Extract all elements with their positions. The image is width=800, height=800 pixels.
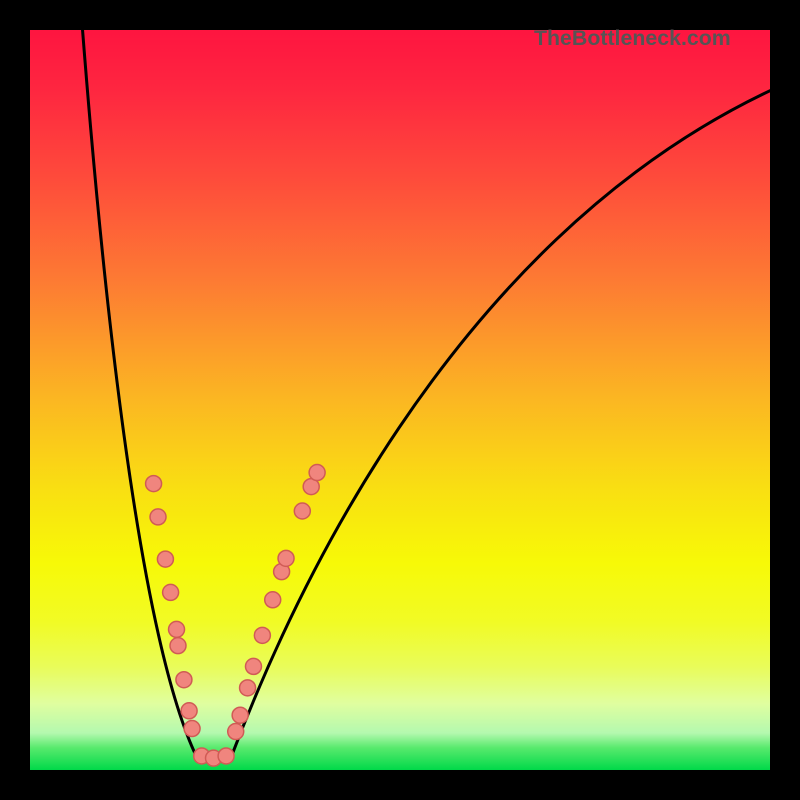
curve-marker: [163, 584, 179, 600]
curve-marker: [181, 703, 197, 719]
chart-plot: [30, 30, 770, 770]
curve-marker: [240, 680, 256, 696]
curve-marker: [157, 551, 173, 567]
curve-marker: [150, 509, 166, 525]
curve-marker: [170, 638, 186, 654]
watermark-text: TheBottleneck.com: [534, 26, 731, 51]
curve-marker: [309, 465, 325, 481]
curve-marker: [254, 627, 270, 643]
curve-marker: [176, 672, 192, 688]
curve-marker: [265, 592, 281, 608]
curve-marker: [218, 748, 234, 764]
curve-marker: [146, 476, 162, 492]
curve-marker: [245, 658, 261, 674]
curve-marker: [294, 503, 310, 519]
curve-marker: [184, 721, 200, 737]
curve-marker: [232, 707, 248, 723]
curve-marker: [278, 550, 294, 566]
curve-marker: [228, 724, 244, 740]
chart-background: [30, 30, 770, 770]
curve-marker: [169, 621, 185, 637]
